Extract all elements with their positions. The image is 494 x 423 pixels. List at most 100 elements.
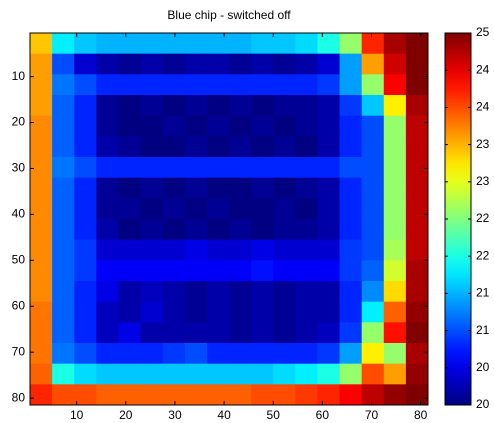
heat-cell [339, 239, 363, 261]
heat-cell [405, 95, 429, 117]
heat-cell [251, 301, 274, 323]
heat-cell [118, 198, 142, 220]
heat-cell [361, 33, 385, 55]
colorbar [444, 32, 472, 406]
heat-cell [317, 74, 341, 96]
heat-cell [118, 95, 142, 117]
heat-cell [251, 219, 274, 241]
heat-cell [405, 74, 429, 96]
heat-cell [251, 177, 274, 199]
heat-cell [30, 198, 53, 220]
colorbar-tick-label: 23 [476, 174, 490, 188]
heat-cell [162, 363, 186, 385]
heat-cell [339, 260, 363, 282]
heat-cell [295, 95, 318, 117]
heat-cell [206, 322, 230, 344]
x-tick-label: 20 [119, 408, 133, 422]
heat-cell [162, 301, 186, 323]
heat-cell [339, 157, 363, 179]
heat-cell [74, 136, 97, 158]
heat-cell [295, 219, 318, 241]
heat-cell [339, 322, 363, 344]
heat-cell [140, 33, 164, 55]
y-tick-label: 20 [12, 115, 26, 129]
heat-cell [206, 136, 230, 158]
heat-cell [251, 136, 274, 158]
heat-cell [140, 322, 164, 344]
heat-cell [273, 74, 296, 96]
heat-cell [317, 322, 341, 344]
heat-cell [96, 33, 119, 55]
heat-cell [52, 157, 75, 179]
heat-cell [339, 136, 363, 158]
heat-cell [162, 33, 186, 55]
heat-cell [383, 177, 407, 199]
heat-cell [273, 384, 296, 406]
heat-cell [74, 322, 97, 344]
heat-cell [229, 219, 252, 241]
heat-cell [339, 177, 363, 199]
heat-cell [383, 281, 407, 303]
heat-cell [251, 74, 274, 96]
heat-cell [74, 219, 97, 241]
y-tick-label: 70 [12, 344, 26, 358]
heat-cell [52, 219, 75, 241]
heat-cell [405, 198, 429, 220]
heat-cell [140, 301, 164, 323]
heat-cell [96, 177, 119, 199]
heat-cell [361, 198, 385, 220]
heat-cell [383, 115, 407, 137]
heat-cell [162, 322, 186, 344]
heat-cell [140, 260, 164, 282]
heat-cell [251, 260, 274, 282]
heat-cell [206, 74, 230, 96]
heat-cell [295, 239, 318, 261]
heat-cell [184, 343, 208, 365]
heat-cell [74, 157, 97, 179]
heat-cell [30, 53, 53, 75]
heat-cell [118, 301, 142, 323]
heat-cell [361, 177, 385, 199]
heat-cell [273, 136, 296, 158]
heat-cell [405, 301, 429, 323]
colorbar-tick-label: 22 [476, 211, 490, 225]
heat-cell [30, 301, 53, 323]
heat-cell [361, 260, 385, 282]
heat-cell [184, 219, 208, 241]
heat-cell [361, 136, 385, 158]
heat-cell [339, 198, 363, 220]
heat-cell [339, 53, 363, 75]
heat-cell [295, 33, 318, 55]
heat-cell [405, 219, 429, 241]
x-tick-label: 50 [267, 408, 281, 422]
heat-cell [273, 301, 296, 323]
heat-cell [405, 177, 429, 199]
heat-cell [273, 260, 296, 282]
heat-cell [96, 343, 119, 365]
heat-cell [361, 322, 385, 344]
heat-cell [184, 74, 208, 96]
colorbar-tick-label: 23 [476, 137, 490, 151]
heat-cell [229, 157, 252, 179]
heat-cell [251, 363, 274, 385]
heat-cell [295, 384, 318, 406]
heat-cell [339, 74, 363, 96]
heat-cell [251, 95, 274, 117]
heat-cell [295, 301, 318, 323]
heat-cell [295, 260, 318, 282]
heat-cell [206, 384, 230, 406]
heat-cell [52, 281, 75, 303]
heat-cell [383, 322, 407, 344]
heat-cell [206, 198, 230, 220]
heat-cell [317, 198, 341, 220]
heat-cell [52, 53, 75, 75]
heat-cell [162, 157, 186, 179]
heat-cell [162, 219, 186, 241]
heat-cell [383, 239, 407, 261]
heat-cell [184, 239, 208, 261]
heat-cell [383, 219, 407, 241]
heat-cell [361, 363, 385, 385]
heat-cell [251, 322, 274, 344]
heat-cell [206, 281, 230, 303]
heat-cell [52, 343, 75, 365]
